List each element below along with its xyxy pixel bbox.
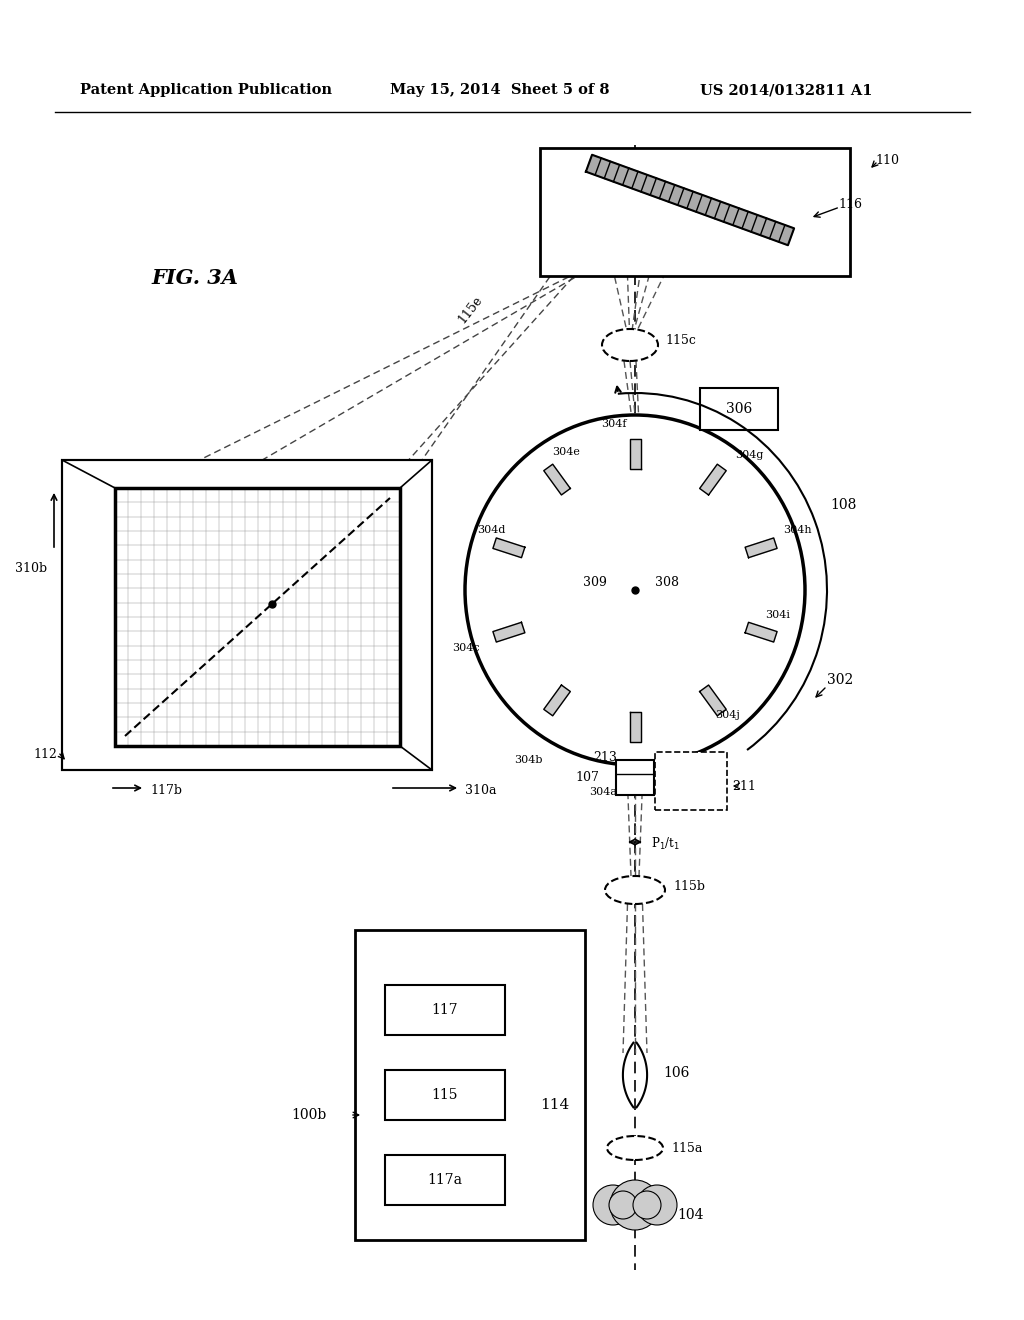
Text: 116: 116: [838, 198, 862, 210]
Polygon shape: [544, 685, 570, 715]
Text: 115: 115: [432, 1088, 459, 1102]
Text: 304d: 304d: [476, 525, 505, 535]
Bar: [655, 752, 727, 810]
Text: 308: 308: [655, 577, 679, 590]
Circle shape: [637, 1185, 677, 1225]
Bar: [115, 488, 400, 746]
Polygon shape: [586, 154, 794, 246]
Ellipse shape: [605, 876, 665, 904]
Polygon shape: [493, 622, 525, 642]
Text: 108: 108: [830, 498, 856, 512]
Text: 117b: 117b: [150, 784, 182, 796]
Text: 100b: 100b: [292, 1107, 327, 1122]
Text: 117: 117: [432, 1003, 459, 1016]
Text: US 2014/0132811 A1: US 2014/0132811 A1: [700, 83, 872, 96]
Text: 302: 302: [827, 673, 853, 686]
Text: 117a: 117a: [427, 1173, 463, 1187]
Text: 310a: 310a: [465, 784, 497, 796]
Text: 306: 306: [726, 403, 752, 416]
Bar: [62, 459, 432, 770]
Ellipse shape: [602, 329, 658, 360]
Text: 304e: 304e: [552, 447, 580, 457]
Text: 304g: 304g: [735, 450, 763, 459]
Bar: [700, 388, 778, 430]
Bar: [62, 459, 432, 770]
Polygon shape: [699, 465, 726, 495]
Circle shape: [610, 1180, 660, 1230]
Text: 110: 110: [874, 153, 899, 166]
Text: 304i: 304i: [765, 610, 790, 620]
Text: 106: 106: [663, 1067, 689, 1080]
Polygon shape: [745, 622, 777, 642]
Text: 304b: 304b: [514, 755, 543, 766]
Bar: [385, 1071, 505, 1119]
Bar: [385, 1155, 505, 1205]
Ellipse shape: [607, 1137, 663, 1160]
Text: 304h: 304h: [783, 525, 812, 535]
Text: 115b: 115b: [673, 880, 705, 894]
Text: 115a: 115a: [671, 1142, 702, 1155]
Text: 304j: 304j: [715, 710, 740, 719]
Text: 114: 114: [541, 1098, 569, 1111]
Polygon shape: [630, 438, 640, 469]
Bar: [355, 931, 585, 1239]
Text: 115c: 115c: [665, 334, 696, 346]
Text: 213: 213: [593, 751, 616, 764]
Polygon shape: [699, 685, 726, 715]
Circle shape: [609, 1191, 637, 1218]
Text: May 15, 2014  Sheet 5 of 8: May 15, 2014 Sheet 5 of 8: [390, 83, 609, 96]
Text: 104: 104: [677, 1208, 703, 1222]
Text: 107: 107: [575, 771, 599, 784]
Text: 309: 309: [583, 577, 607, 590]
Text: 112: 112: [33, 748, 57, 762]
Bar: [616, 760, 654, 795]
Polygon shape: [630, 711, 640, 742]
Bar: [540, 148, 850, 276]
Text: Patent Application Publication: Patent Application Publication: [80, 83, 332, 96]
Text: 115e: 115e: [456, 293, 485, 326]
Polygon shape: [745, 539, 777, 557]
Text: 310b: 310b: [15, 561, 47, 574]
Text: 304f: 304f: [601, 418, 627, 429]
Bar: [385, 985, 505, 1035]
Circle shape: [633, 1191, 662, 1218]
Text: P$_1$/t$_1$: P$_1$/t$_1$: [651, 836, 680, 851]
Polygon shape: [544, 465, 570, 495]
Ellipse shape: [465, 414, 805, 766]
Text: 304c: 304c: [453, 643, 480, 653]
Text: 211: 211: [732, 780, 756, 792]
Text: 304a: 304a: [589, 787, 617, 797]
Text: FIG. 3A: FIG. 3A: [152, 268, 239, 288]
Polygon shape: [493, 539, 525, 557]
Circle shape: [593, 1185, 633, 1225]
